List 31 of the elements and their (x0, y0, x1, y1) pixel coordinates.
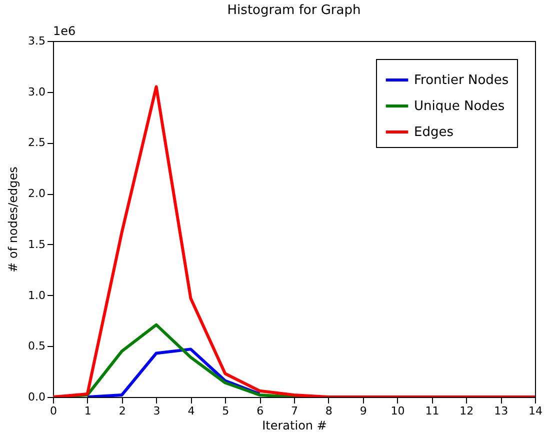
text: 1e6 (53, 24, 76, 38)
x-axis-title: Iteration # (262, 418, 327, 432)
x-tick-label: 8 (325, 404, 332, 418)
legend-label: Edges (414, 125, 454, 140)
y-tick-label: 3.0 (28, 85, 46, 98)
y-tick-label: 0.5 (28, 340, 46, 353)
x-tick-label: 3 (153, 404, 160, 418)
y-tick-label: 1.5 (28, 238, 46, 251)
x-tick-label: 11 (425, 404, 440, 418)
y-tick-label: 2.0 (28, 187, 46, 200)
legend-label: Frontier Nodes (414, 73, 509, 88)
line-series (53, 85, 535, 397)
legend-label: Unique Nodes (414, 99, 505, 114)
y-tick-label: 0.0 (28, 390, 46, 404)
x-tick-label: 14 (528, 404, 542, 418)
x-tick-label: 1 (84, 404, 92, 418)
y-tick-label: 2.5 (28, 136, 46, 150)
x-tick-label: 12 (460, 404, 474, 418)
x-tick-label: 7 (291, 404, 298, 418)
y-tick-label: 3.5 (28, 34, 46, 48)
x-tick-label: 6 (256, 404, 264, 418)
x-tick-label: 0 (50, 404, 57, 418)
x-tick-label: 9 (360, 404, 367, 418)
chart-title: Histogram for Graph (227, 3, 361, 18)
x-tick-label: 10 (390, 404, 405, 418)
x-tick-label: 4 (188, 404, 195, 418)
x-tick-label: 5 (222, 404, 230, 418)
x-tick-label: 13 (494, 404, 508, 418)
y-tick-label: 1.0 (28, 288, 46, 302)
y-axis-title: # of nodes/edges (6, 166, 20, 272)
x-tick-label: 2 (118, 404, 126, 418)
